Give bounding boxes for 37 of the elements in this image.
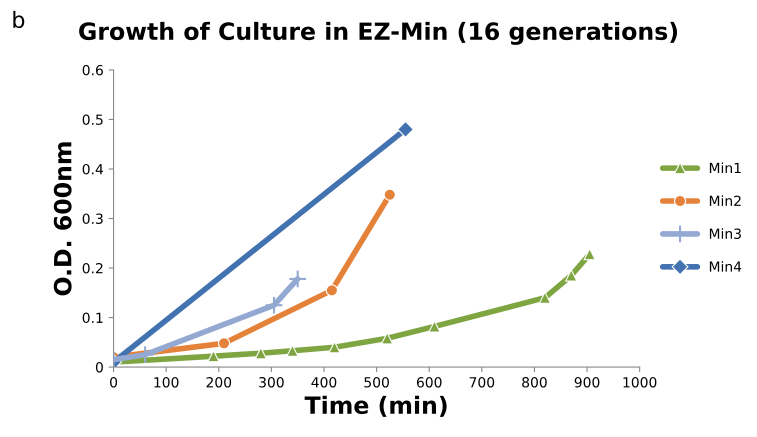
- y-tick-label: 0.4: [82, 164, 104, 174]
- x-tick-label: 800: [522, 377, 547, 388]
- point: [584, 248, 596, 260]
- x-tick-label: 700: [470, 377, 494, 388]
- point: [264, 296, 284, 315]
- x-axis-title: Time (min): [304, 396, 447, 417]
- legend-label: Min2: [710, 195, 741, 206]
- x-tick-label: 0: [110, 377, 118, 388]
- y-axis-title: O.D. 600nm: [54, 142, 72, 296]
- point: [538, 292, 552, 304]
- point: [397, 120, 414, 138]
- point: [384, 188, 396, 201]
- y-tick-label: 0.3: [82, 213, 103, 224]
- point: [286, 344, 299, 357]
- point: [254, 347, 267, 360]
- x-tick-label: 300: [259, 377, 284, 388]
- x-tick-label: 200: [206, 377, 232, 388]
- x-tick-label: 900: [574, 377, 600, 388]
- text: b: [13, 10, 24, 28]
- legend-label: Min1: [710, 162, 741, 174]
- x-tick-label: 400: [311, 377, 336, 388]
- y-tick-label: 0.1: [82, 312, 103, 324]
- legend-label: Min3: [710, 228, 741, 239]
- x-tick-label: 1000: [624, 377, 656, 388]
- legend-label: Min4: [710, 261, 742, 272]
- x-tick-label: 500: [364, 377, 389, 388]
- point: [218, 337, 230, 350]
- y-tick-label: 0.6: [82, 64, 103, 76]
- chart-title: Growth of Culture in EZ-Min (16 generations): [79, 22, 678, 45]
- point: [326, 284, 338, 296]
- x-tick-label: 100: [154, 377, 178, 388]
- x-tick-label: 600: [416, 377, 442, 388]
- y-tick-label: 0.2: [82, 262, 102, 274]
- point: [565, 269, 578, 282]
- point: [288, 270, 308, 288]
- y-tick-label: 0.5: [82, 114, 103, 125]
- y-tick-label: 0: [96, 362, 103, 373]
